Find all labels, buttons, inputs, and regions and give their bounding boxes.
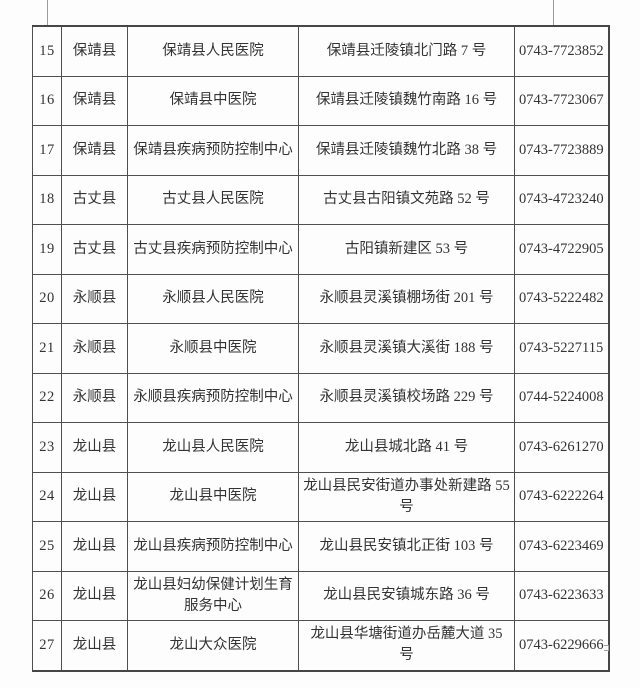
cell-num: 22 (32, 372, 62, 423)
cell-county: 龙山县 (61, 422, 128, 473)
cell-address: 保靖县迁陵镇魏竹北路 38 号 (298, 125, 515, 176)
cell-phone: 0743-6229666 (514, 620, 609, 671)
cell-address: 古阳镇新建区 53 号 (298, 224, 515, 275)
table-row: 25 龙山县 龙山县疾病预防控制中心 龙山县民安镇北正街 103 号 0743-6223… (32, 521, 609, 572)
cell-num: 24 (32, 471, 62, 522)
table-row: 26 龙山县 龙山县妇幼保健计划生育服务中心 龙山县民安镇城东路 36 号 0743-6… (32, 570, 609, 621)
cell-county: 保靖县 (61, 25, 128, 77)
cell-institution: 龙山大众医院 (127, 620, 299, 671)
cell-county: 永顺县 (61, 372, 128, 423)
cell-num: 25 (32, 521, 62, 572)
cell-address: 永顺县灵溪镇棚场街 201 号 (298, 273, 515, 324)
cell-phone: 0743-6223469 (514, 521, 609, 572)
cell-phone: 0743-5227115 (514, 323, 609, 374)
cell-institution: 保靖县中医院 (127, 75, 299, 126)
table-continuation-tick-left (47, 0, 48, 25)
cell-county: 龙山县 (61, 620, 128, 671)
cell-phone: 0743-7723067 (514, 75, 609, 126)
cell-institution: 永顺县中医院 (127, 323, 299, 374)
cell-county: 保靖县 (61, 125, 128, 176)
cell-institution: 古丈县疾病预防控制中心 (127, 224, 299, 275)
cell-phone: 0743-4722905 (514, 224, 609, 275)
cell-num: 19 (32, 224, 62, 275)
cell-address: 永顺县灵溪镇校场路 229 号 (298, 372, 515, 423)
cell-county: 龙山县 (61, 570, 128, 621)
table-row: 21 永顺县 永顺县中医院 永顺县灵溪镇大溪街 188 号 0743-5227115 (32, 323, 609, 374)
cell-county: 龙山县 (61, 521, 128, 572)
cell-phone: 0743-4723240 (514, 174, 609, 225)
table-row: 17 保靖县 保靖县疾病预防控制中心 保靖县迁陵镇魏竹北路 38 号 0743-7723… (32, 125, 609, 176)
hospital-directory-table: 15 保靖县 保靖县人民医院 保靖县迁陵镇北门路 7 号 0743-7723852 16 保… (32, 25, 610, 672)
cell-address: 龙山县民安镇北正街 103 号 (298, 521, 515, 572)
hospital-table-rows: 15 保靖县 保靖县人民医院 保靖县迁陵镇北门路 7 号 0743-7723852 16 保… (32, 25, 609, 671)
cell-institution: 古丈县人民医院 (127, 174, 299, 225)
cell-county: 永顺县 (61, 273, 128, 324)
table-row: 27 龙山县 龙山大众医院 龙山县华塘街道办岳麓大道 35 号 0743-6229666 (32, 620, 609, 671)
cell-num: 20 (32, 273, 62, 324)
cell-address: 龙山县民安街道办事处新建路 55 号 (298, 471, 515, 522)
cell-institution: 龙山县疾病预防控制中心 (127, 521, 299, 572)
cell-institution: 永顺县疾病预防控制中心 (127, 372, 299, 423)
table-row: 18 古丈县 古丈县人民医院 古丈县古阳镇文苑路 52 号 0743-4723240 (32, 174, 609, 225)
cell-num: 27 (32, 620, 62, 671)
cell-phone: 0743-6223633 (514, 570, 609, 621)
table-row: 15 保靖县 保靖县人民医院 保靖县迁陵镇北门路 7 号 0743-7723852 (32, 25, 609, 77)
cell-num: 23 (32, 422, 62, 473)
cell-num: 16 (32, 75, 62, 126)
cell-address: 古丈县古阳镇文苑路 52 号 (298, 174, 515, 225)
cell-institution: 龙山县中医院 (127, 471, 299, 522)
cell-num: 18 (32, 174, 62, 225)
cell-phone: 0743-5222482 (514, 273, 609, 324)
cell-num: 26 (32, 570, 62, 621)
cell-county: 保靖县 (61, 75, 128, 126)
cell-num: 17 (32, 125, 62, 176)
cell-county: 古丈县 (61, 224, 128, 275)
cell-county: 古丈县 (61, 174, 128, 225)
table-row: 22 永顺县 永顺县疾病预防控制中心 永顺县灵溪镇校场路 229 号 0744-5224… (32, 372, 609, 423)
cell-phone: 0743-7723889 (514, 125, 609, 176)
table-row: 24 龙山县 龙山县中医院 龙山县民安街道办事处新建路 55 号 0743-622226… (32, 471, 609, 522)
table-row: 19 古丈县 古丈县疾病预防控制中心 古阳镇新建区 53 号 0743-4722905 (32, 224, 609, 275)
cell-num: 21 (32, 323, 62, 374)
table-row: 23 龙山县 龙山县人民医院 龙山县城北路 41 号 0743-6261270 (32, 422, 609, 473)
cell-address: 保靖县迁陵镇魏竹南路 16 号 (298, 75, 515, 126)
table-row: 16 保靖县 保靖县中医院 保靖县迁陵镇魏竹南路 16 号 0743-7723067 (32, 75, 609, 126)
cell-phone: 0743-7723852 (514, 25, 609, 77)
cell-address: 永顺县灵溪镇大溪街 188 号 (298, 323, 515, 374)
cell-address: 龙山县民安镇城东路 36 号 (298, 570, 515, 621)
cell-address: 龙山县城北路 41 号 (298, 422, 515, 473)
table-row: 20 永顺县 永顺县人民医院 永顺县灵溪镇棚场街 201 号 0743-5222482 (32, 273, 609, 324)
cell-phone: 0743-6222264 (514, 471, 609, 522)
cell-institution: 龙山县妇幼保健计划生育服务中心 (127, 570, 299, 621)
cell-address: 保靖县迁陵镇北门路 7 号 (298, 25, 515, 77)
cell-institution: 保靖县疾病预防控制中心 (127, 125, 299, 176)
cell-phone: 0743-6261270 (514, 422, 609, 473)
cell-county: 永顺县 (61, 323, 128, 374)
cell-county: 龙山县 (61, 471, 128, 522)
cell-institution: 龙山县人民医院 (127, 422, 299, 473)
cell-institution: 保靖县人民医院 (127, 25, 299, 77)
table-continuation-tick-right (553, 0, 554, 25)
cell-address: 龙山县华塘街道办岳麓大道 35 号 (298, 620, 515, 671)
cell-num: 15 (32, 25, 62, 77)
cell-institution: 永顺县人民医院 (127, 273, 299, 324)
cell-phone: 0744-5224008 (514, 372, 609, 423)
end-of-table-mark (604, 645, 609, 651)
